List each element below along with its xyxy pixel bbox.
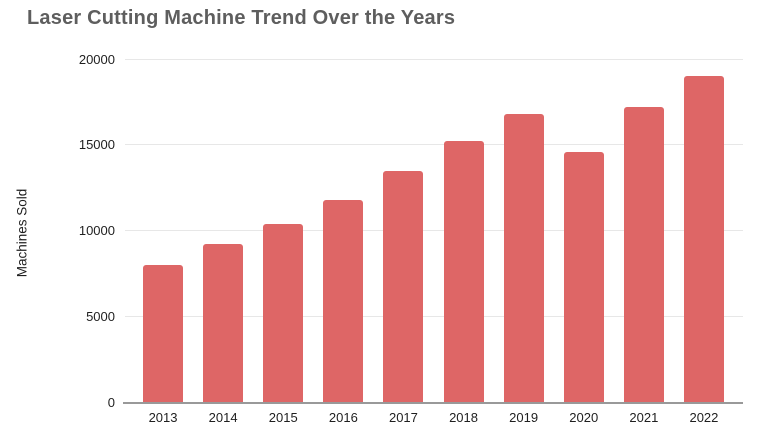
gridline-10000 bbox=[125, 230, 743, 232]
y-tick-label-15000: 15000 bbox=[78, 137, 115, 153]
bar-2017 bbox=[383, 170, 424, 403]
gridline-20000 bbox=[125, 58, 743, 60]
x-tick-label-2021: 2021 bbox=[629, 409, 659, 425]
bar-2022 bbox=[683, 76, 724, 403]
x-tick-label-2016: 2016 bbox=[328, 409, 358, 425]
bar-2020 bbox=[563, 151, 604, 403]
bar-2013 bbox=[143, 265, 184, 403]
bar-2014 bbox=[203, 244, 244, 403]
chart-title: Laser Cutting Machine Trend Over the Yea… bbox=[27, 7, 456, 29]
x-axis-baseline bbox=[123, 401, 743, 404]
x-tick-label-2020: 2020 bbox=[569, 409, 599, 425]
y-tick-label-0: 0 bbox=[107, 395, 115, 410]
bar-2018 bbox=[443, 141, 484, 403]
bar-2021 bbox=[623, 107, 664, 403]
bar-2015 bbox=[263, 223, 304, 403]
gridline-15000 bbox=[125, 144, 743, 146]
x-tick-label-2022: 2022 bbox=[689, 409, 719, 425]
y-tick-label-5000: 5000 bbox=[86, 309, 115, 325]
y-tick-label-10000: 10000 bbox=[78, 223, 115, 239]
bar-2016 bbox=[323, 199, 364, 403]
x-tick-label-2019: 2019 bbox=[509, 409, 539, 425]
x-tick-label-2013: 2013 bbox=[148, 409, 178, 425]
x-tick-label-2017: 2017 bbox=[388, 409, 418, 425]
x-tick-label-2018: 2018 bbox=[449, 409, 478, 425]
y-tick-label-20000: 20000 bbox=[78, 51, 115, 67]
x-tick-label-2015: 2015 bbox=[268, 409, 298, 425]
x-tick-label-2014: 2014 bbox=[208, 409, 238, 425]
gridline-5000 bbox=[125, 316, 743, 318]
bar-2019 bbox=[503, 113, 544, 403]
